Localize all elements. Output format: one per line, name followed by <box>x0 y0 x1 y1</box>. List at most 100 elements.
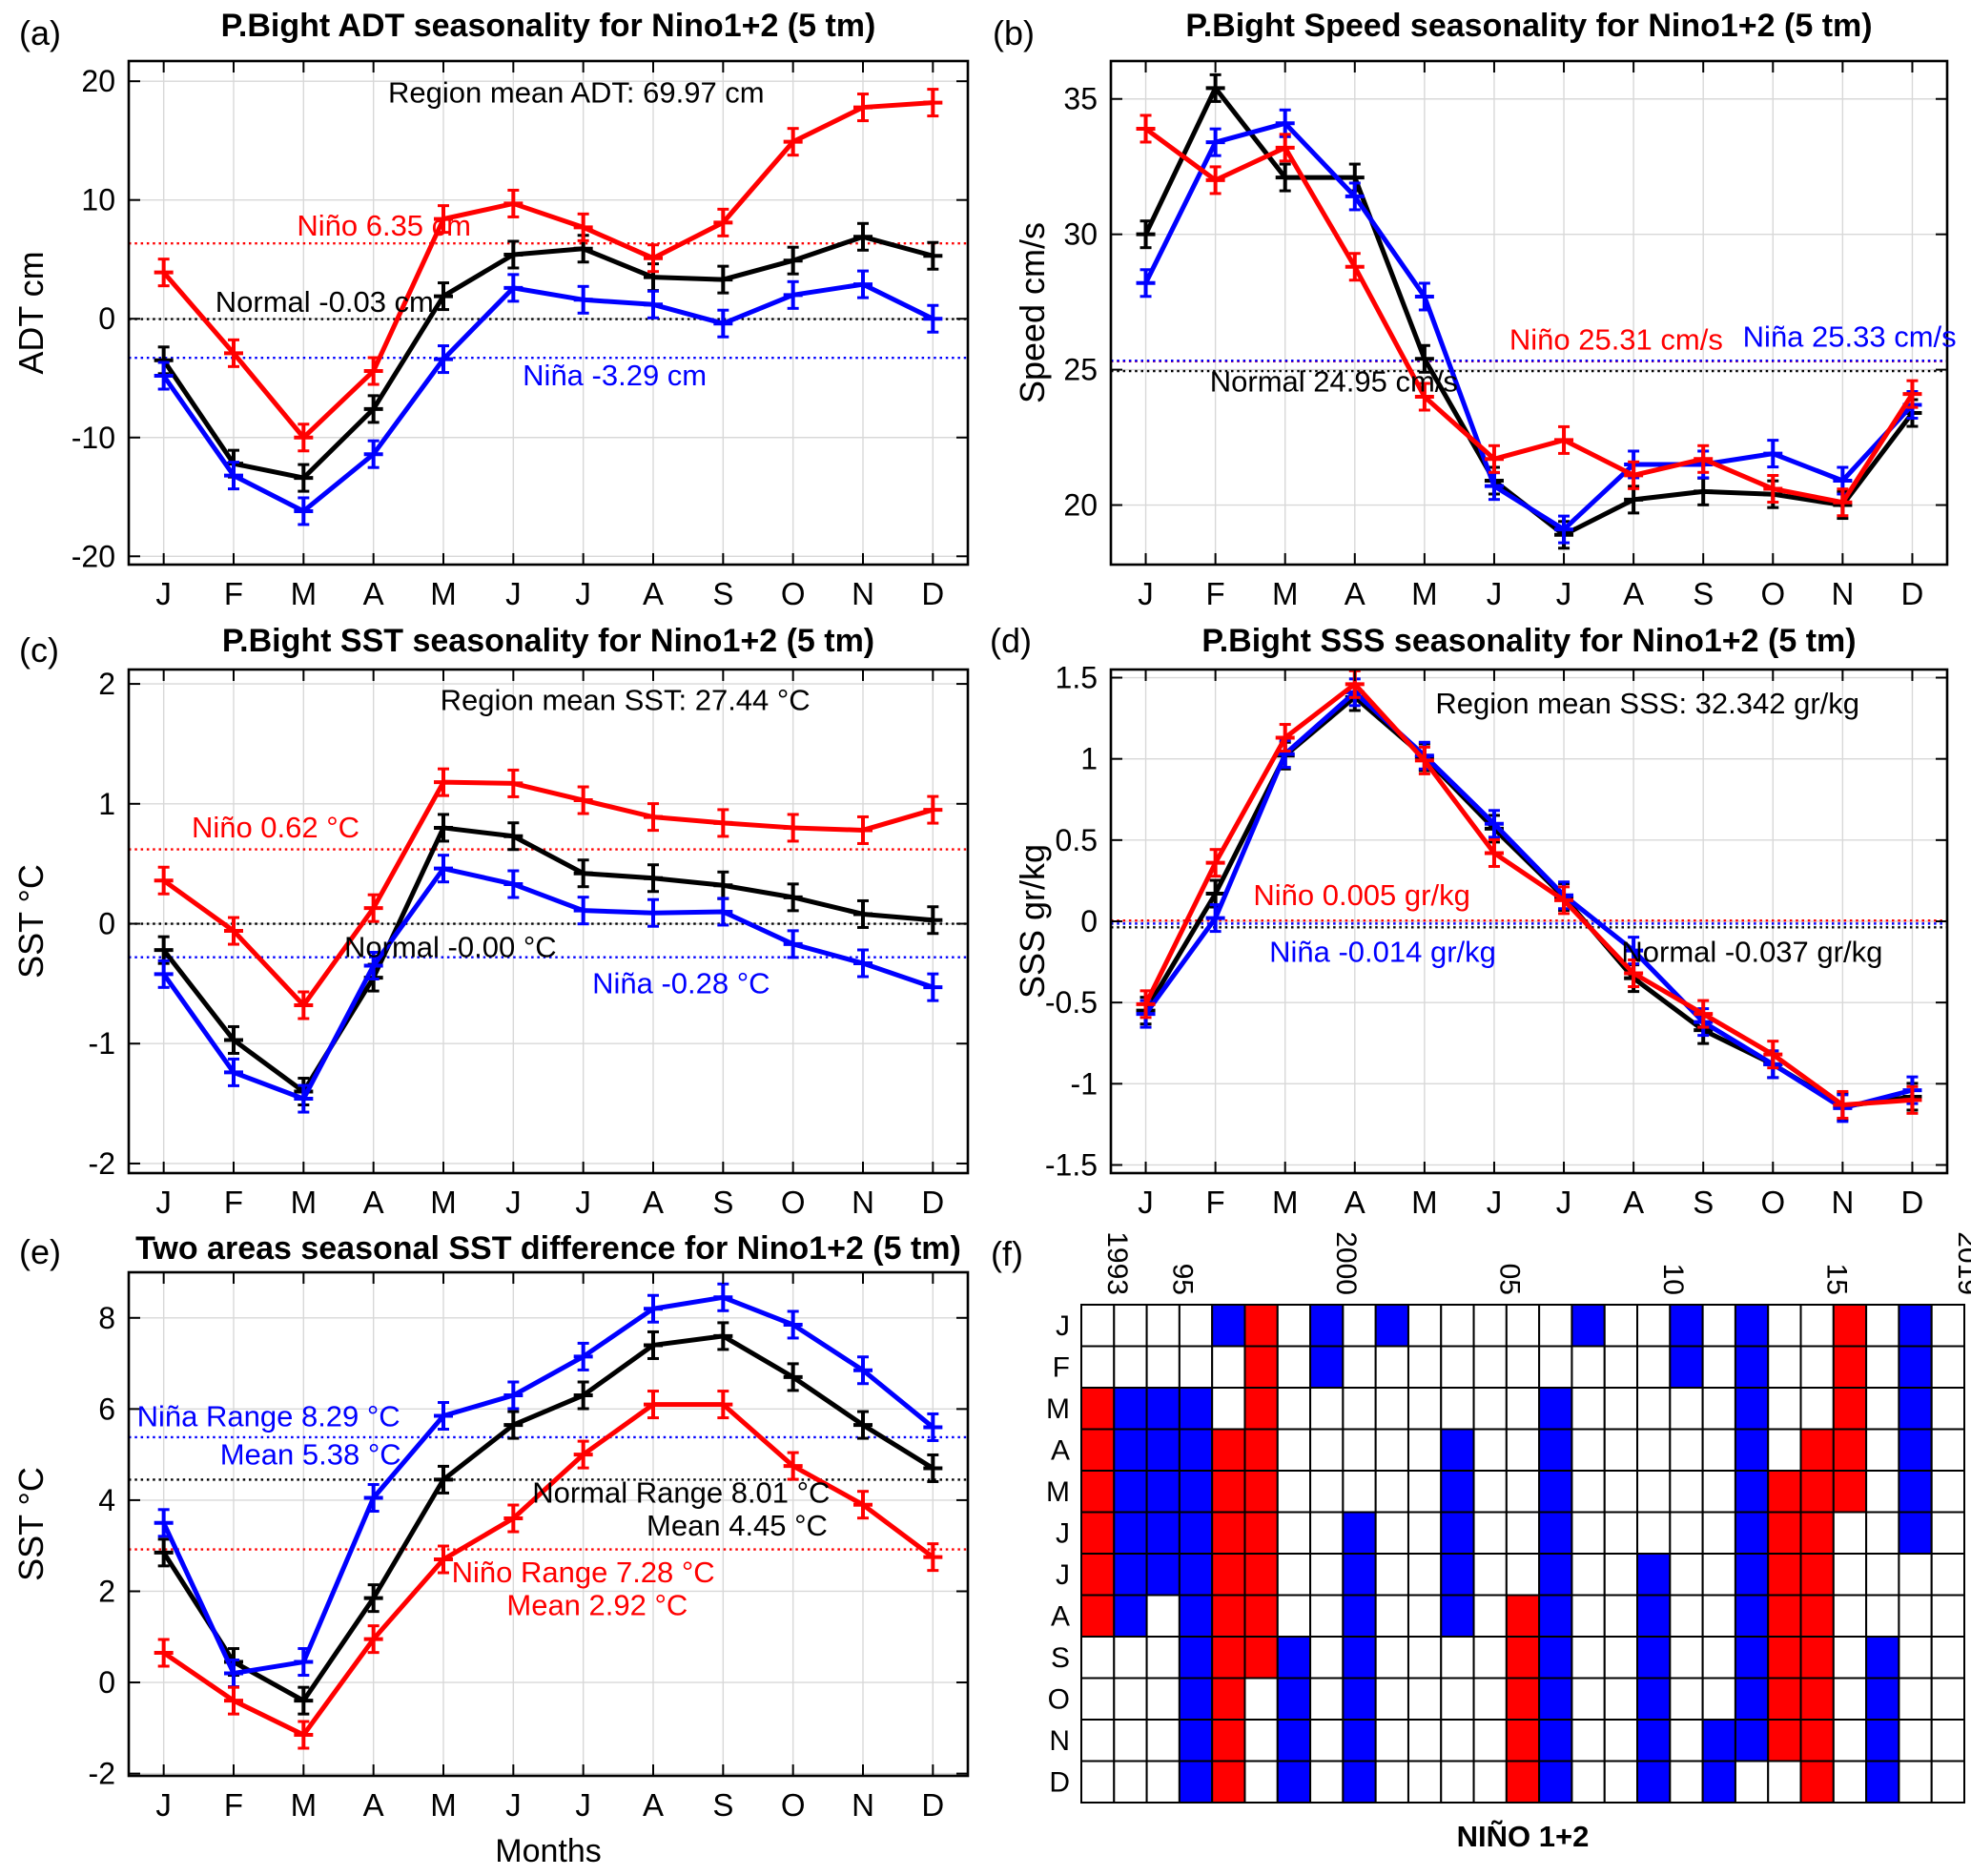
heatmap-cell <box>1145 1594 1181 1638</box>
heatmap-cell <box>1669 1553 1704 1597</box>
x-tick-label: J <box>1556 576 1572 611</box>
heatmap-cell <box>1636 1511 1672 1555</box>
heatmap-cell <box>1930 1677 1965 1721</box>
heatmap-cell <box>1080 1594 1116 1638</box>
heatmap-cell <box>1472 1636 1508 1680</box>
y-tick-label: -1.5 <box>1045 1147 1098 1182</box>
el-nino-series-line <box>162 1402 934 1738</box>
heatmap-cell <box>1898 1594 1933 1638</box>
x-tick-label: A <box>643 576 664 611</box>
heatmap-cell <box>1734 1387 1770 1431</box>
heatmap-cell <box>1342 1719 1377 1763</box>
heatmap-cell <box>1930 1345 1965 1389</box>
heatmap-cell <box>1832 1428 1868 1472</box>
heatmap-year-label: 1993 <box>1101 1231 1133 1295</box>
heatmap-cell <box>1080 1345 1116 1389</box>
heatmap-cell <box>1406 1387 1443 1431</box>
heatmap-cell <box>1309 1304 1345 1348</box>
heatmap-cell <box>1571 1553 1606 1597</box>
heatmap-cell <box>1374 1677 1409 1721</box>
heatmap-cell <box>1701 1636 1736 1680</box>
x-tick-label: D <box>1901 1185 1924 1220</box>
heatmap-cell <box>1669 1428 1704 1472</box>
heatmap-cell <box>1342 1594 1377 1638</box>
x-tick-label: M <box>291 576 318 611</box>
heatmap-cell <box>1603 1511 1639 1555</box>
panel-letter: (d) <box>990 621 1032 660</box>
heatmap-cell <box>1767 1594 1802 1638</box>
heatmap-cell <box>1113 1677 1148 1721</box>
heatmap-cell <box>1440 1428 1475 1472</box>
heatmap-cell <box>1636 1677 1672 1721</box>
y-tick-label: -2 <box>89 1146 115 1181</box>
heatmap-cell <box>1701 1511 1736 1555</box>
heatmap-month-label: J <box>1056 1310 1070 1342</box>
heatmap-cell <box>1538 1719 1573 1763</box>
heatmap-cell <box>1603 1553 1639 1597</box>
heatmap-cell <box>1865 1719 1900 1763</box>
y-tick-label: 1.5 <box>1056 661 1098 695</box>
heatmap-cell <box>1799 1760 1835 1804</box>
heatmap-cell <box>1799 1636 1835 1680</box>
x-tick-label: J <box>155 1787 172 1823</box>
heatmap-cell <box>1799 1345 1835 1389</box>
heatmap-cell <box>1472 1677 1508 1721</box>
y-tick-label: 0 <box>98 301 115 336</box>
x-tick-label: A <box>363 1787 384 1823</box>
heatmap-cell <box>1080 1304 1116 1348</box>
heatmap-cell <box>1472 1760 1508 1804</box>
heatmap-cell <box>1603 1470 1639 1514</box>
heatmap-cell <box>1472 1470 1508 1514</box>
panel-adt: 20 10 0 -10 -20 J F M A M J J A S O N D Region mean ADT: … <box>0 0 985 615</box>
heatmap-cell <box>1930 1594 1965 1638</box>
heatmap-cell <box>1636 1636 1672 1680</box>
heatmap-cell <box>1342 1470 1377 1514</box>
panel-title: P.Bight Speed seasonality for Nino1+2 (5… <box>1185 8 1873 44</box>
heatmap-cell <box>1342 1511 1377 1555</box>
heatmap-month-label: M <box>1046 1476 1070 1508</box>
heatmap-cell <box>1734 1304 1770 1348</box>
heatmap-cell <box>1178 1594 1214 1638</box>
plot-background <box>129 61 968 565</box>
annotation-text: Niña -3.29 cm <box>523 359 707 392</box>
y-axis-label: SST °C <box>11 864 51 979</box>
heatmap-cell <box>1374 1760 1409 1804</box>
x-tick-label: O <box>781 1787 806 1823</box>
heatmap-cell <box>1898 1760 1933 1804</box>
heatmap-cell <box>1603 1677 1639 1721</box>
annotation-text: Normal Range 8.01 °C <box>532 1475 830 1509</box>
heatmap-cell <box>1342 1428 1377 1472</box>
heatmap-cell <box>1211 1304 1246 1348</box>
heatmap-cell <box>1669 1636 1704 1680</box>
panel-title: P.Bight SSS seasonality for Nino1+2 (5 t… <box>1201 623 1857 659</box>
x-tick-label: M <box>430 1787 457 1823</box>
heatmap-cell <box>1276 1553 1312 1597</box>
heatmap-cell <box>1440 1760 1475 1804</box>
x-tick-label: J <box>155 1185 172 1220</box>
x-tick-label: D <box>921 576 944 611</box>
x-tick-label: S <box>1693 576 1714 611</box>
heatmap-cell <box>1145 1470 1181 1514</box>
heatmap-cell <box>1145 1553 1181 1597</box>
y-tick-label: -10 <box>72 421 115 455</box>
x-tick-label: A <box>363 1185 384 1220</box>
y-tick-label: 4 <box>98 1483 115 1517</box>
x-tick-label: O <box>781 576 806 611</box>
heatmap-cell <box>1571 1470 1606 1514</box>
heatmap-cell <box>1538 1428 1573 1472</box>
heatmap-cell <box>1669 1304 1704 1348</box>
x-tick-label: M <box>1411 1185 1438 1220</box>
heatmap-cell <box>1832 1594 1868 1638</box>
el-nino-series-line <box>162 779 934 1008</box>
heatmap-cell <box>1767 1387 1802 1431</box>
heatmap-cell <box>1701 1428 1736 1472</box>
heatmap-cell <box>1734 1760 1770 1804</box>
heatmap-cell <box>1342 1553 1377 1597</box>
heatmap-cell <box>1342 1760 1377 1804</box>
y-tick-label: -2 <box>89 1757 115 1791</box>
panel-title: Two areas seasonal SST difference for Ni… <box>135 1230 961 1267</box>
heatmap-cell <box>1865 1387 1900 1431</box>
heatmap-cell <box>1636 1304 1672 1348</box>
heatmap-cell <box>1243 1760 1279 1804</box>
y-tick-label: 1 <box>98 787 115 821</box>
